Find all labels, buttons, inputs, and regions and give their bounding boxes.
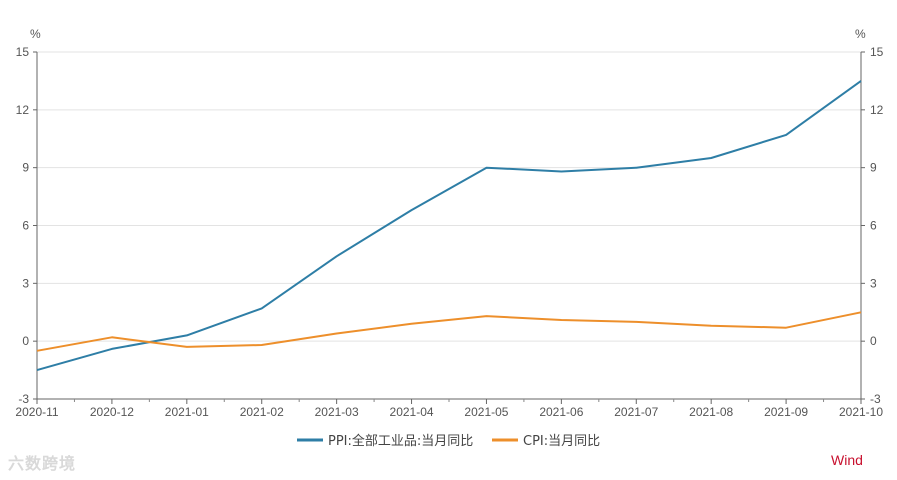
- x-tick-label: 2021-08: [689, 405, 733, 419]
- y-tick-label-right: 9: [870, 161, 877, 175]
- brand-label: Wind: [831, 452, 863, 468]
- x-tick-label: 2021-10: [839, 405, 883, 419]
- legend: PPI:全部工业品:当月同比 CPI:当月同比: [297, 433, 600, 449]
- y-tick-label-left: 15: [16, 45, 30, 59]
- x-tick-label: 2020-12: [90, 405, 134, 419]
- series-lines: [36, 80, 862, 372]
- y-axis-left-unit: %: [30, 27, 41, 41]
- y-axis-right-unit: %: [855, 27, 866, 41]
- series-line-2: [36, 311, 862, 352]
- y-tick-label-left: -3: [18, 392, 29, 406]
- x-tick-label: 2021-07: [614, 405, 658, 419]
- y-axis-right-ticks: -3 0 3 6 9 12 15: [861, 45, 884, 406]
- grid-lines: [37, 51, 861, 342]
- x-tick-label: 2021-02: [240, 405, 284, 419]
- x-tick-label: 2021-06: [539, 405, 583, 419]
- legend-label-1: PPI:全部工业品:当月同比: [328, 433, 473, 449]
- x-tick-label: 2021-03: [315, 405, 359, 419]
- legend-label-2: CPI:当月同比: [523, 434, 600, 449]
- y-tick-label-left: 3: [22, 276, 29, 290]
- y-tick-label-right: 0: [870, 334, 877, 348]
- x-tick-label: 2021-05: [464, 405, 508, 419]
- y-tick-label-left: 0: [22, 334, 29, 348]
- y-tick-label-left: 9: [22, 161, 29, 175]
- watermark: 六数跨境: [8, 454, 77, 473]
- x-tick-label: 2021-01: [165, 405, 209, 419]
- x-axis-ticks: 2020-11 2020-12 2021-01 2021-02 2021-03 2021-…: [15, 399, 883, 419]
- y-tick-label-left: 12: [16, 103, 30, 117]
- y-tick-label-right: -3: [870, 392, 881, 406]
- y-tick-label-right: 6: [870, 219, 877, 233]
- y-tick-label-right: 3: [870, 276, 877, 290]
- y-tick-label-right: 15: [870, 45, 884, 59]
- x-tick-label: 2020-11: [15, 405, 58, 419]
- series-line-1: [36, 80, 862, 372]
- x-tick-label: 2021-09: [764, 405, 808, 419]
- y-axis-left-ticks: -3 0 3 6 9 12 15: [16, 45, 37, 406]
- y-tick-label-right: 12: [870, 103, 884, 117]
- y-tick-label-left: 6: [22, 219, 29, 233]
- x-tick-label: 2021-04: [390, 405, 434, 419]
